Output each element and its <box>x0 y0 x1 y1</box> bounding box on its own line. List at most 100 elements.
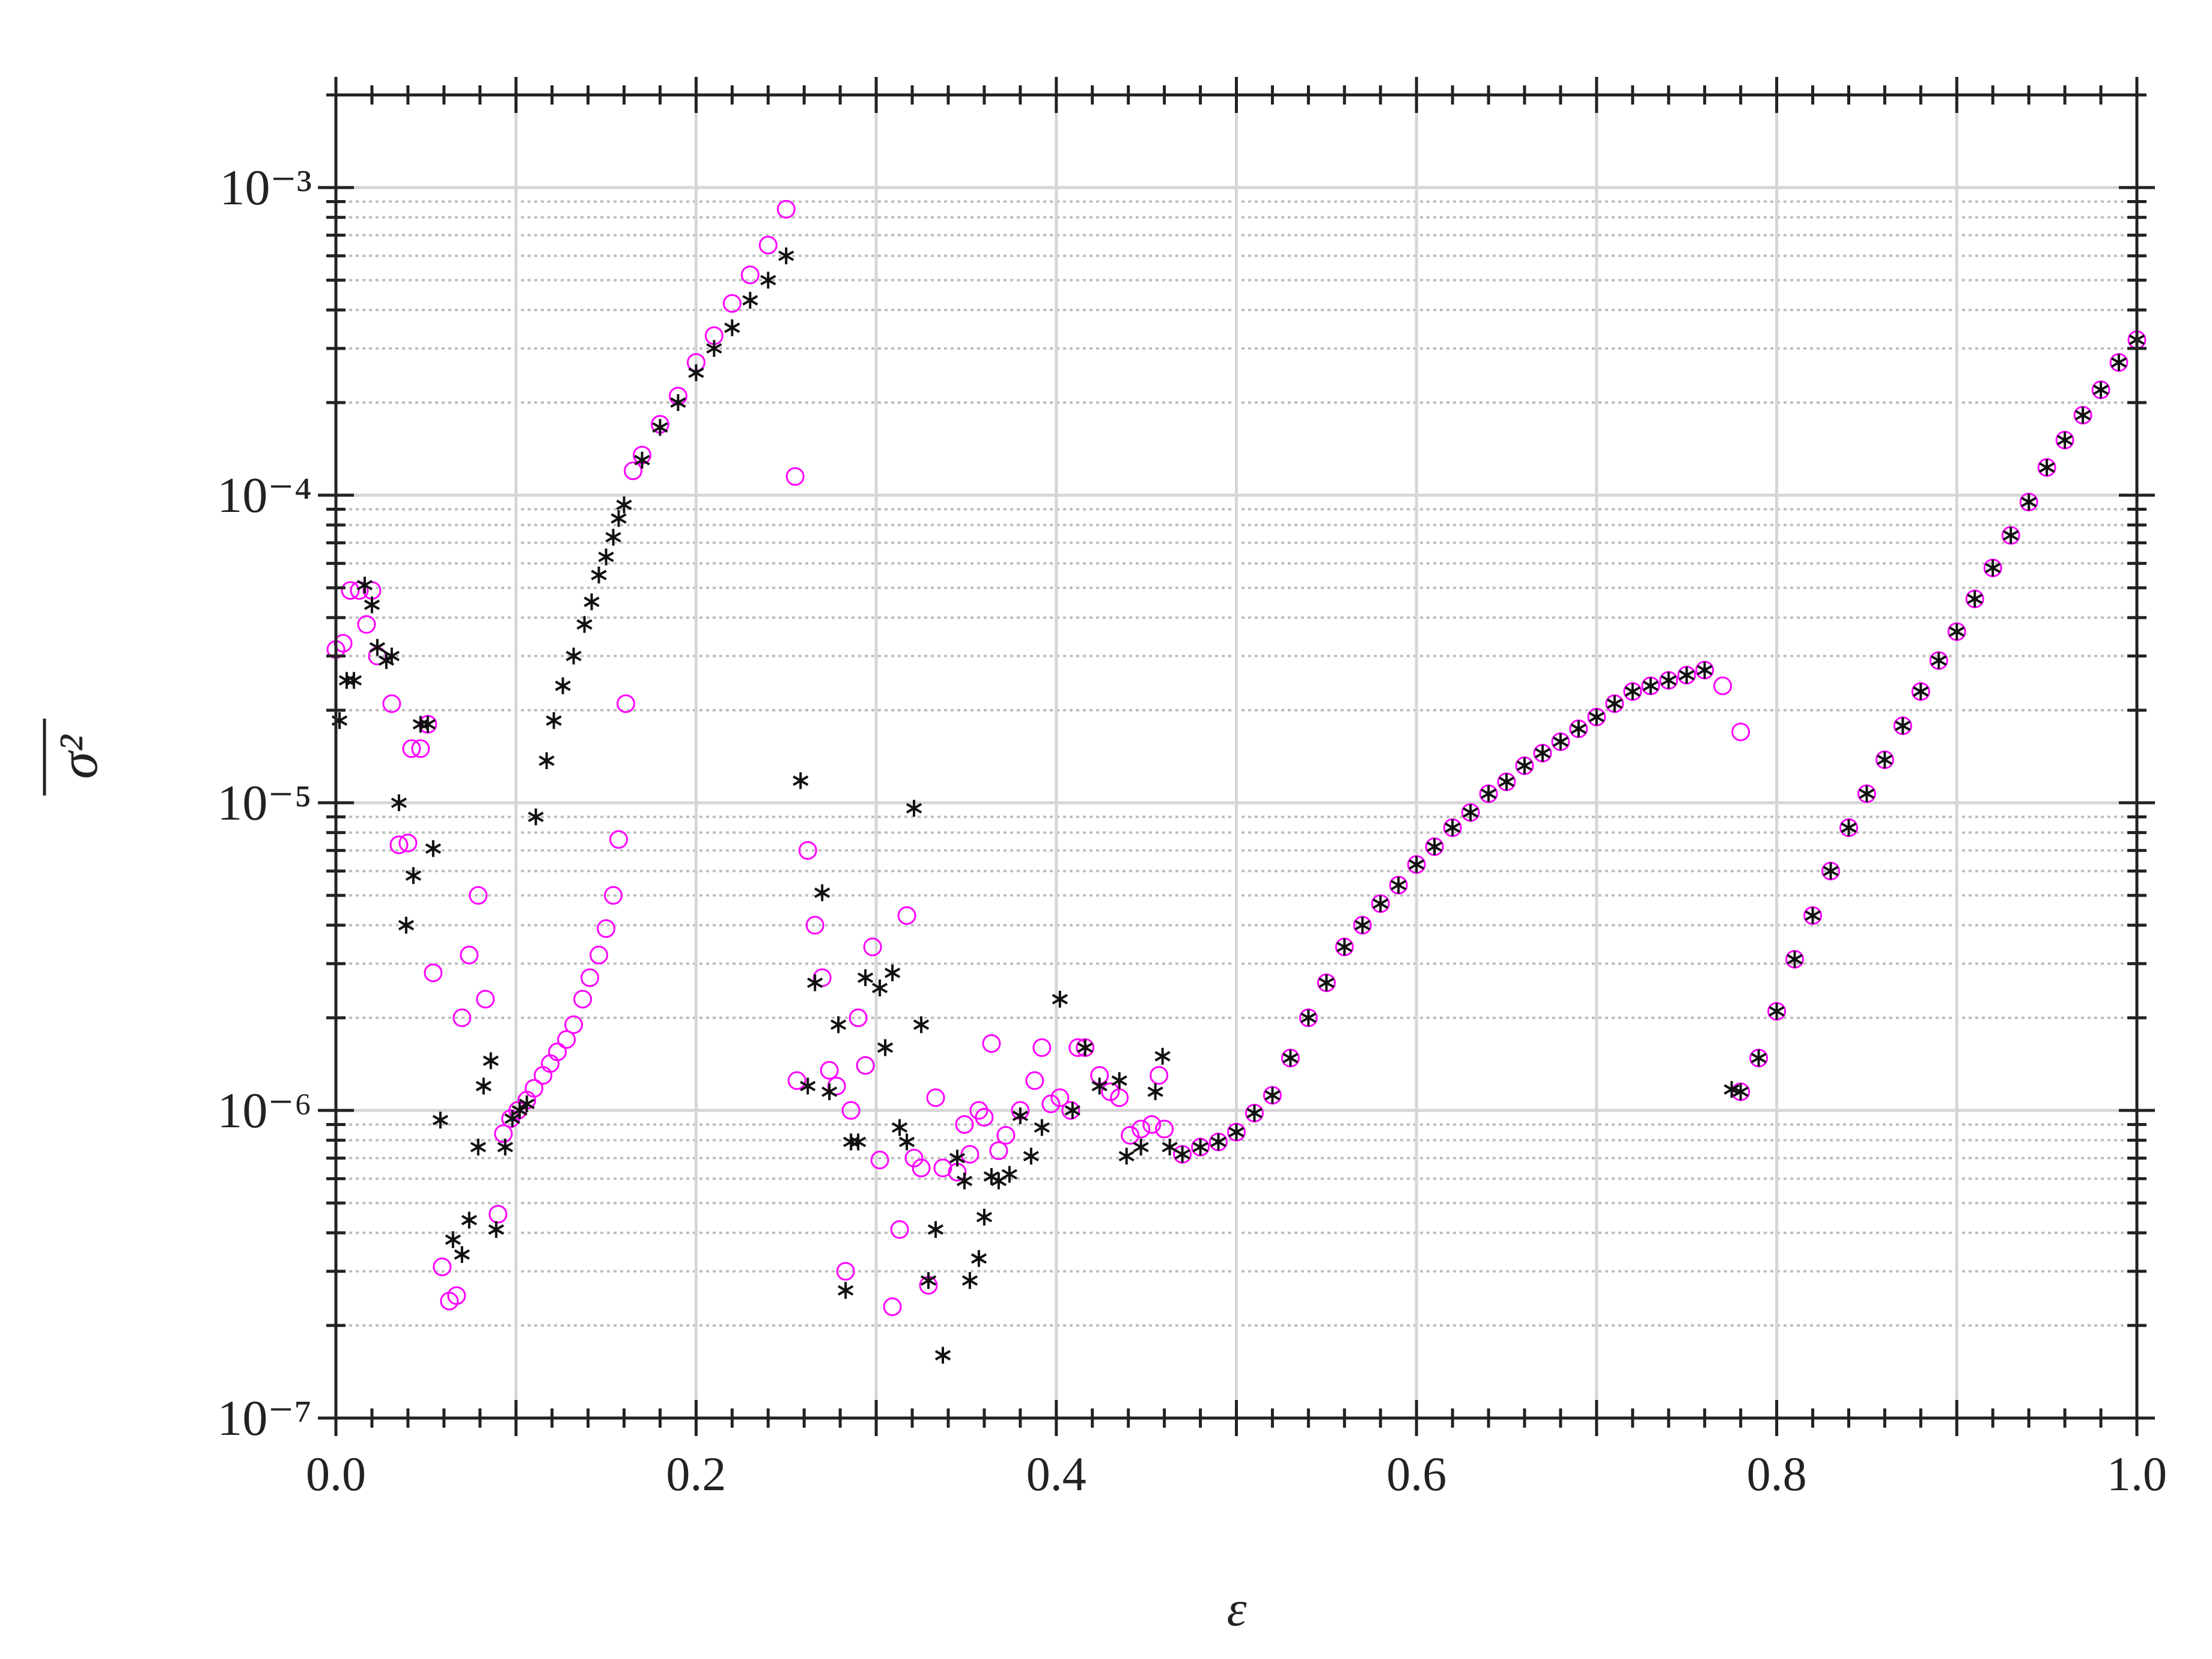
point <box>1895 717 1911 734</box>
point <box>357 615 376 634</box>
point <box>934 1347 951 1364</box>
point <box>820 1061 839 1080</box>
point <box>1606 695 1622 713</box>
point <box>2110 354 2127 371</box>
y-tick-label: 10⁻⁷ <box>217 1390 312 1446</box>
point <box>838 1282 854 1299</box>
point <box>969 1101 989 1120</box>
point <box>338 672 355 689</box>
x-tick-label: 0.8 <box>1747 1448 1807 1501</box>
point <box>724 319 740 336</box>
point <box>2021 493 2037 511</box>
point <box>1931 652 1947 669</box>
point <box>913 1016 930 1033</box>
point <box>1012 1107 1028 1125</box>
point <box>1064 1102 1080 1119</box>
point <box>1001 1166 1017 1183</box>
point <box>609 830 629 849</box>
point <box>933 1158 952 1178</box>
point <box>1859 785 1875 803</box>
point <box>519 1095 535 1113</box>
point <box>546 712 562 729</box>
point <box>949 1149 966 1167</box>
y-axis-label: σ² <box>47 734 109 779</box>
point <box>1246 1104 1263 1122</box>
point <box>504 1110 520 1127</box>
point <box>652 419 668 436</box>
point <box>583 593 600 610</box>
point <box>975 1107 994 1127</box>
point <box>670 394 686 411</box>
point <box>996 1125 1016 1145</box>
point <box>706 339 722 357</box>
point <box>488 1221 504 1238</box>
point <box>1154 1047 1171 1065</box>
point <box>341 581 360 600</box>
point <box>2003 527 2019 544</box>
point <box>1023 1148 1039 1165</box>
point <box>2056 431 2073 449</box>
point <box>1147 1083 1163 1100</box>
point <box>1823 862 1839 880</box>
point <box>970 1250 987 1267</box>
point <box>805 916 824 935</box>
x-tick-label: 0.0 <box>306 1448 366 1501</box>
grid <box>334 94 2139 1420</box>
point <box>412 716 428 733</box>
point <box>898 1133 915 1151</box>
point <box>1052 990 1068 1008</box>
point <box>891 1119 908 1136</box>
point <box>1534 744 1551 762</box>
point <box>1077 1039 1093 1056</box>
point <box>1050 1088 1070 1107</box>
point <box>604 886 623 905</box>
point <box>920 1272 937 1289</box>
point <box>391 794 407 812</box>
point <box>884 964 901 982</box>
point <box>525 1079 544 1098</box>
point <box>1162 1139 1178 1156</box>
point <box>1570 720 1587 737</box>
point <box>398 833 418 853</box>
point <box>1132 1119 1151 1139</box>
point <box>961 1272 978 1289</box>
point <box>778 247 794 264</box>
point <box>364 596 380 613</box>
x-tick-label: 1.0 <box>2107 1448 2167 1501</box>
point <box>469 886 488 905</box>
point <box>398 916 415 934</box>
point <box>688 364 704 382</box>
point <box>912 1158 931 1178</box>
point <box>452 1008 472 1027</box>
point <box>383 647 400 665</box>
x-tick-label: 0.2 <box>666 1448 726 1501</box>
point <box>1805 907 1821 924</box>
point <box>740 266 760 285</box>
y-tick-label: 10⁻⁵ <box>217 775 312 831</box>
point <box>2092 381 2109 398</box>
x-tick-label: 0.6 <box>1386 1448 1446 1501</box>
point <box>565 647 582 665</box>
point <box>1480 785 1497 803</box>
point <box>1210 1133 1226 1151</box>
point <box>814 884 830 901</box>
point <box>955 1115 974 1134</box>
point <box>871 979 888 997</box>
point <box>617 694 636 713</box>
point <box>1133 1139 1149 1156</box>
point <box>1174 1146 1190 1163</box>
point <box>1841 819 1857 836</box>
point <box>528 808 544 826</box>
point <box>1155 1119 1174 1139</box>
point <box>411 739 430 758</box>
point <box>1034 1119 1050 1136</box>
point <box>548 1043 567 1062</box>
point <box>555 677 571 695</box>
point <box>850 1133 867 1151</box>
point <box>1121 1125 1140 1145</box>
point <box>926 1088 945 1107</box>
point <box>897 906 916 925</box>
point <box>793 772 809 790</box>
point <box>1516 757 1533 775</box>
